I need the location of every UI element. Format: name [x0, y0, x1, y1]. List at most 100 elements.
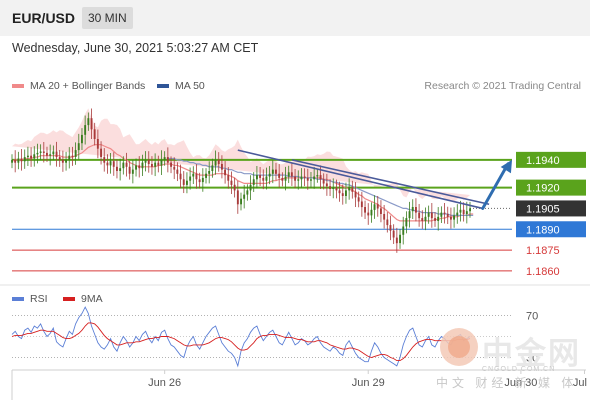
candle-body: [243, 194, 246, 199]
candle-body: [380, 208, 382, 214]
candle-body: [325, 183, 328, 187]
level-tag-bg: [516, 179, 586, 196]
candle-body: [52, 151, 55, 155]
candle-body: [179, 173, 182, 180]
candle-body: [20, 158, 23, 162]
candle-body: [17, 158, 20, 163]
level-tag-1-1890: 1.1890: [516, 221, 586, 238]
candle-body: [46, 152, 48, 156]
candle-body: [459, 209, 462, 213]
level-tag-text: 1.1905: [526, 203, 560, 215]
candle-body: [170, 162, 172, 167]
candle-body: [77, 143, 80, 151]
candle-body: [348, 187, 351, 191]
candle-body: [240, 198, 242, 205]
x-tick-label: Jul 1: [573, 377, 590, 389]
candle-body: [87, 118, 90, 126]
candle-body: [211, 165, 214, 171]
candle-body: [103, 157, 106, 163]
candle-body: [100, 148, 102, 157]
rsi-level-label-70: 70: [526, 311, 538, 323]
legend-ma50-swatch: [157, 84, 169, 88]
candle-body: [112, 161, 115, 167]
watermark-sub: CNGOLD.COM.CN: [482, 366, 556, 373]
candle-body: [198, 179, 201, 183]
candle-body: [249, 184, 252, 191]
candle-body: [49, 154, 52, 156]
candle-body: [424, 216, 427, 221]
candle-body: [208, 171, 211, 174]
candle-body: [116, 166, 118, 171]
legend-rsi-ma: 9MA: [63, 293, 103, 305]
candle-body: [453, 215, 455, 220]
candle-body: [395, 237, 398, 244]
candle-body: [96, 139, 99, 149]
candle-body: [147, 159, 150, 165]
watermark-main: 中金网: [482, 336, 581, 372]
candle-body: [214, 159, 217, 166]
legend-rsi-ma-swatch: [63, 297, 75, 301]
chart-datetime: Wednesday, June 30, 2021 5:03:27 AM CET: [12, 41, 259, 55]
candle-body: [450, 216, 452, 220]
candle-body: [351, 187, 354, 192]
candle-body: [265, 176, 268, 181]
candle-body: [306, 177, 309, 181]
trendline-0: [237, 149, 483, 210]
candle-body: [144, 159, 147, 163]
legend-ma20-bb: MA 20 + Bollinger Bands: [12, 80, 145, 92]
candle-body: [370, 209, 373, 216]
candle-body: [360, 201, 363, 208]
rsi-ma-line: [11, 322, 471, 362]
projection-arrow-head: [500, 159, 512, 174]
candle-body: [125, 162, 128, 167]
candle-body: [109, 161, 112, 166]
candle-body: [341, 193, 344, 196]
candle-body: [322, 179, 325, 184]
candle-body: [154, 162, 157, 167]
candle-body: [411, 207, 414, 212]
candle-body: [81, 134, 83, 144]
legend-rsi-label: RSI: [30, 293, 48, 305]
candle-body: [42, 151, 45, 153]
candle-body: [430, 212, 433, 219]
watermark-logo-inner-icon: [448, 336, 470, 358]
candle-body: [189, 176, 192, 181]
candle-body: [11, 159, 13, 163]
candle-body: [221, 164, 223, 170]
candle-body: [201, 177, 204, 183]
rsi-level-label-30: 30: [526, 353, 538, 365]
candle-body: [367, 212, 370, 216]
candle-body: [354, 191, 357, 198]
level-tag-bg: [516, 221, 586, 238]
x-tick-label: Jun 30: [504, 377, 537, 389]
level-tag-1-1920: 1.1920: [516, 179, 586, 196]
timeframe-button[interactable]: 30 MIN: [82, 7, 133, 29]
candle-body: [332, 187, 335, 189]
x-tick-label: Jun 29: [352, 377, 385, 389]
chart-credit: Research © 2021 Trading Central: [424, 80, 581, 92]
candle-body: [90, 118, 93, 130]
candle-body: [275, 169, 277, 174]
candle-body: [14, 159, 17, 163]
candle-body: [310, 179, 312, 181]
candle-body: [186, 180, 188, 185]
legend-rsi: RSI: [12, 293, 48, 305]
candle-body: [195, 173, 198, 180]
candle-body: [338, 190, 341, 194]
candle-body: [157, 162, 160, 166]
candle-body: [192, 173, 195, 177]
candle-body: [465, 211, 468, 214]
candle-body: [236, 190, 239, 205]
candle-body: [256, 175, 258, 180]
candle-body: [271, 169, 274, 174]
candle-body: [443, 212, 446, 214]
candle-body: [383, 214, 386, 220]
level-tag-text: 1.1890: [526, 224, 560, 236]
candle-body: [227, 175, 230, 181]
candle-body: [61, 159, 64, 163]
candle-body: [106, 162, 109, 166]
level-tag-1-1905: 1.1905: [516, 200, 586, 217]
candle-body: [313, 176, 316, 180]
candle-body: [217, 159, 220, 165]
